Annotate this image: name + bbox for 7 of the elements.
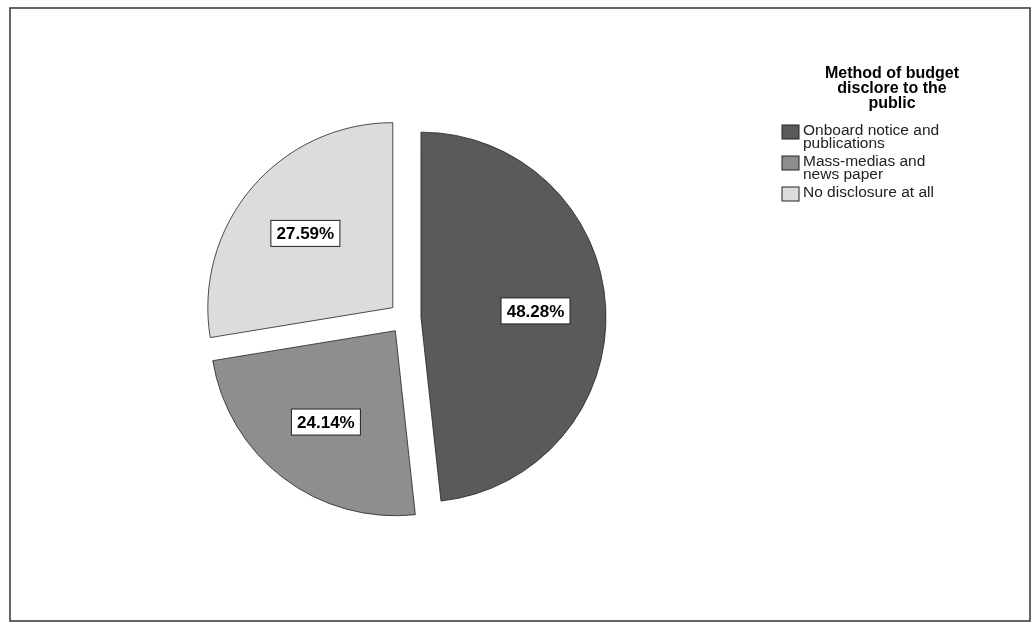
legend-title: Method of budget disclore to the public xyxy=(824,64,960,111)
legend-label: No disclosure at all xyxy=(803,183,934,200)
data-label: 27.59% xyxy=(276,224,335,244)
data-label: 48.28% xyxy=(506,301,565,321)
legend-label: Onboard notice and publications xyxy=(803,121,940,151)
data-label: 24.14% xyxy=(297,413,355,433)
legend-label: Mass-medias and news paper xyxy=(803,152,926,182)
